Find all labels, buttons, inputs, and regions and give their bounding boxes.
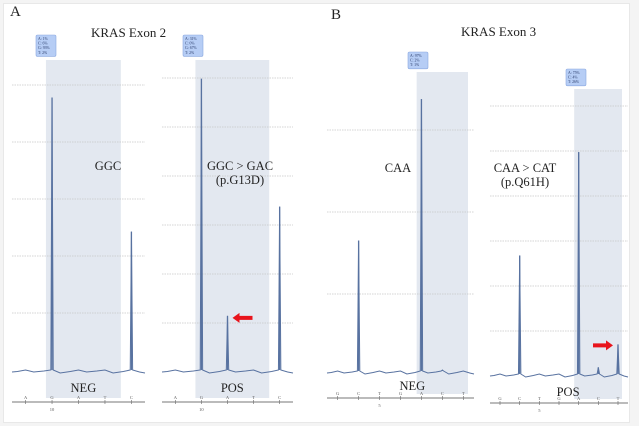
base-frequency-label: A: 31%: [185, 37, 198, 41]
x-tick-label: G: [336, 391, 340, 396]
x-tick-label: A: [77, 395, 81, 400]
base-frequency-label: G: 67%: [185, 46, 198, 50]
base-frequency-label: T: 1%: [410, 63, 420, 67]
x-tick-label: T: [538, 396, 541, 401]
codon-highlight: [416, 72, 468, 394]
x-position-label: 5: [538, 408, 541, 413]
red-arrow-indicator: [232, 312, 253, 323]
x-tick-label: G: [498, 396, 502, 401]
x-tick-label: C: [518, 396, 521, 401]
panel-title-b: KRAS Exon 3: [461, 24, 537, 39]
x-tick-label: C: [130, 395, 133, 400]
x-position-label: 5: [378, 403, 381, 408]
base-frequency-label: C: 4%: [568, 76, 578, 80]
base-frequency-box: [565, 68, 587, 87]
codon-label: CAA: [385, 161, 411, 175]
base-frequency-box: [35, 34, 57, 57]
x-tick-label: A: [226, 395, 230, 400]
sample-label: POS: [221, 381, 244, 395]
codon-label: GGC > GAC: [207, 159, 273, 173]
sample-label: NEG: [399, 379, 425, 393]
red-arrow-indicator: [593, 340, 613, 351]
sample-label: NEG: [71, 381, 97, 395]
codon-sublabel: (p.Q61H): [501, 175, 549, 189]
base-frequency-label: C: 6%: [38, 42, 48, 46]
base-frequency-label: C: 0%: [185, 42, 195, 46]
chart-exon2-pos: A: 31%C: 0%G: 67%T: 2% GGC > GAC(p.G13D) P…: [161, 34, 294, 412]
chromatogram-trace: [326, 99, 475, 375]
x-tick-label: A: [174, 395, 178, 400]
x-tick-label: C: [597, 396, 600, 401]
x-position-label: 10: [50, 407, 55, 412]
codon-sublabel: (p.G13D): [216, 173, 264, 187]
x-tick-label: T: [617, 396, 620, 401]
base-frequency-label: G: 93%: [38, 46, 51, 50]
x-tick-label: A: [24, 395, 28, 400]
base-frequency-label: A: 97%: [410, 54, 423, 58]
base-frequency-label: T: 2%: [38, 51, 48, 55]
codon-label: GGC: [95, 159, 121, 173]
codon-label: CAA > CAT: [494, 161, 557, 175]
sample-label: POS: [557, 385, 580, 399]
x-tick-label: C: [357, 391, 360, 396]
base-frequency-label: T: 26%: [568, 80, 580, 84]
x-tick-label: A: [420, 391, 424, 396]
x-tick-label: G: [557, 396, 561, 401]
panel-title-a: KRAS Exon 2: [91, 25, 167, 40]
codon-highlight: [45, 60, 121, 398]
x-tick-label: C: [278, 395, 281, 400]
x-tick-label: T: [378, 391, 381, 396]
base-frequency-label: C: 2%: [410, 59, 420, 63]
base-frequency-box: [407, 51, 429, 70]
base-frequency-label: A: 1%: [38, 37, 49, 41]
x-tick-label: C: [441, 391, 444, 396]
codon-highlight: [574, 89, 622, 399]
base-frequency-label: A: 75%: [568, 71, 581, 75]
panel-letter-a: A: [10, 4, 21, 20]
x-position-label: 10: [199, 407, 204, 412]
x-tick-label: G: [50, 395, 54, 400]
x-tick-label: T: [252, 395, 255, 400]
x-tick-label: T: [104, 395, 107, 400]
x-tick-label: T: [462, 391, 465, 396]
codon-highlight: [195, 60, 270, 398]
x-tick-label: G: [399, 391, 403, 396]
base-frequency-label: T: 2%: [185, 51, 195, 55]
panel-letter-b: B: [331, 7, 342, 23]
x-tick-label: A: [577, 396, 581, 401]
base-frequency-box: [182, 34, 204, 57]
x-tick-label: G: [200, 395, 204, 400]
chromatogram-trace: [489, 152, 629, 378]
